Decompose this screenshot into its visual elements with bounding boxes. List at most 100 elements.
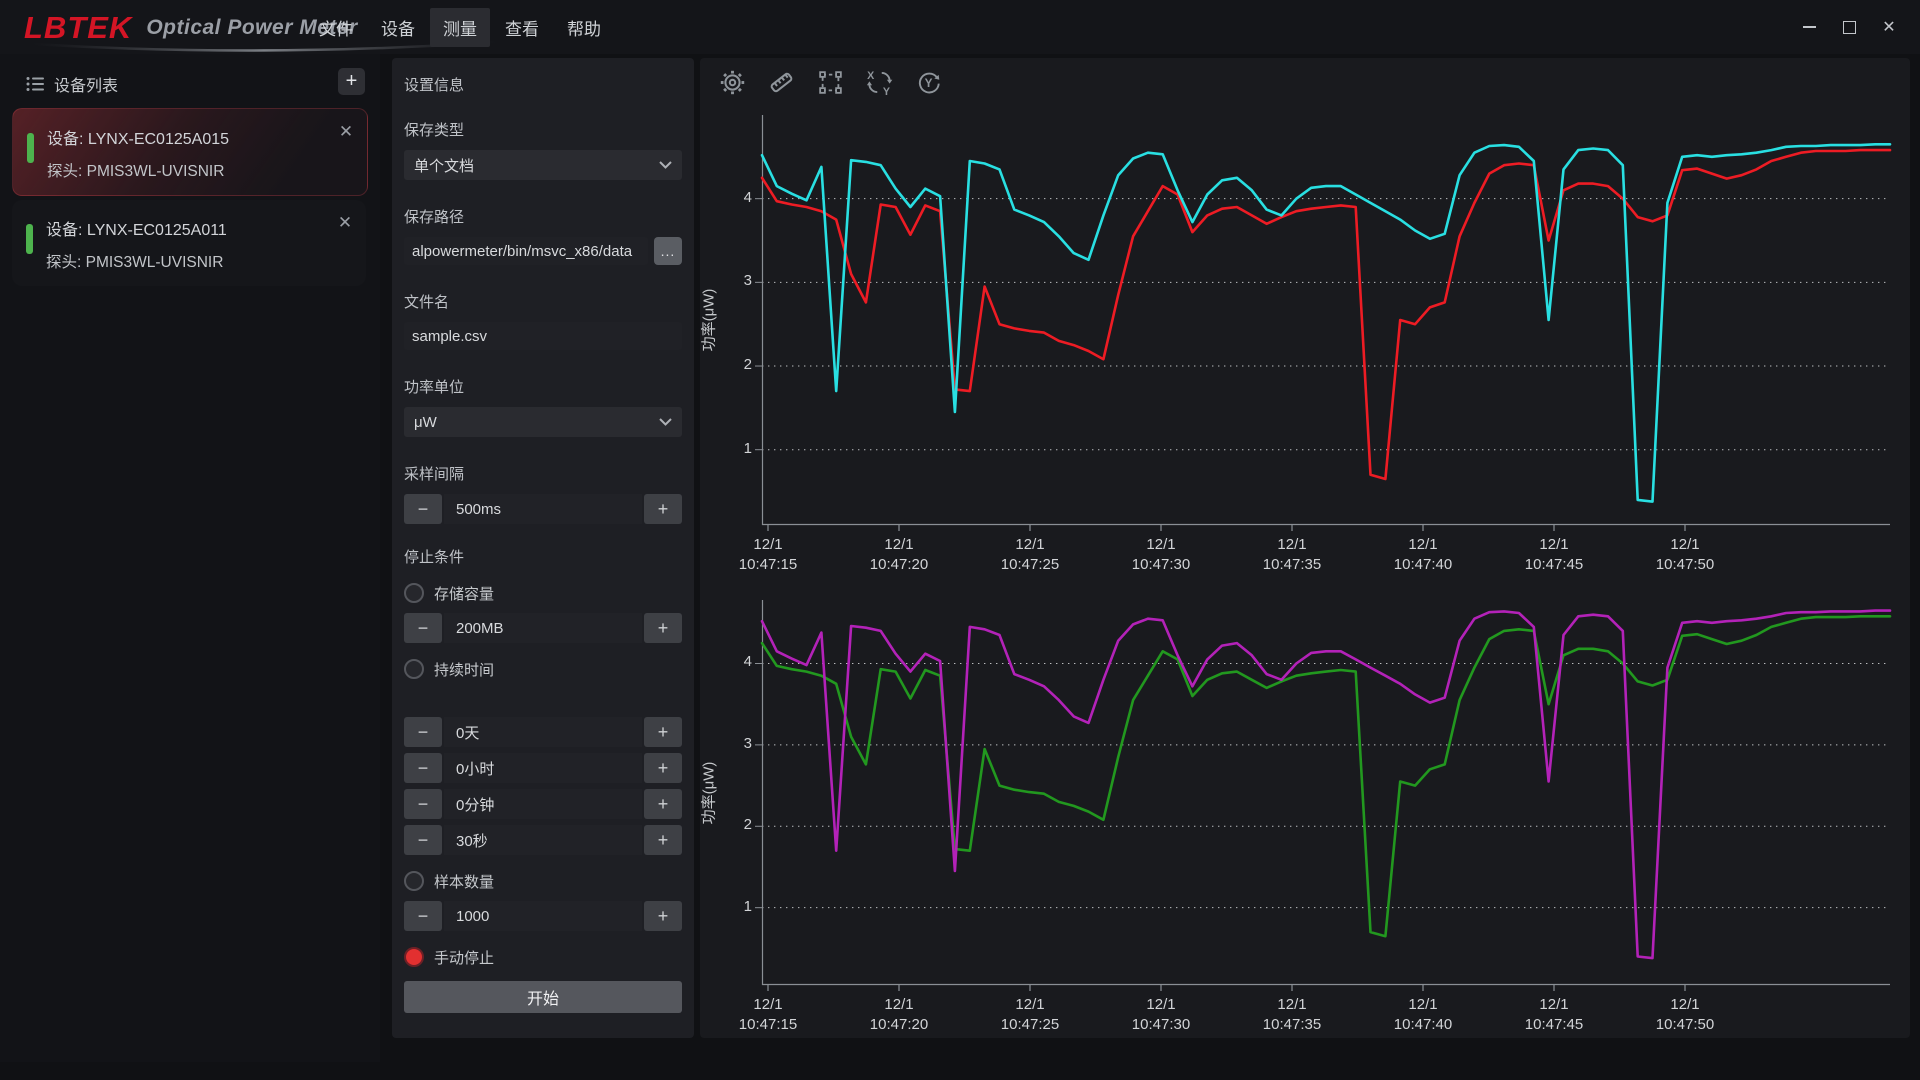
device-card-1[interactable]: 设备: LYNX-EC0125A015 探头: PMIS3WL-UVISNIR … xyxy=(12,108,368,196)
x-tick-label: 12/1 10:47:30 xyxy=(1131,996,1191,1034)
browse-button[interactable]: ... xyxy=(654,237,682,265)
top-chart: 1 2 3 4 12/1 10:47:15 12/1 10:47:20 12/1 10:47:25… xyxy=(701,115,1892,573)
probe-name: 探头: PMIS3WL-UVISNIR xyxy=(47,163,225,180)
x-tick-label: 12/1 10:47:15 xyxy=(738,996,798,1034)
close-button[interactable]: ✕ xyxy=(1874,12,1904,42)
xy-swap-icon: X Y xyxy=(866,70,892,96)
y-tick-label: 2 xyxy=(743,816,752,834)
start-button[interactable]: 开始 xyxy=(404,981,682,1013)
close-icon: ✕ xyxy=(337,213,353,232)
device-card-2[interactable]: 设备: LYNX-EC0125A011 探头: PMIS3WL-UVISNIR … xyxy=(12,200,366,286)
measure-button[interactable] xyxy=(765,66,797,98)
menu-file[interactable]: 文件 xyxy=(319,19,353,39)
ruler-icon xyxy=(770,72,792,92)
x-tick-label: 12/1 10:47:20 xyxy=(869,536,929,574)
menu-view[interactable]: 查看 xyxy=(505,19,539,39)
sample-count-value: 1000 xyxy=(444,901,642,931)
decrement-button[interactable]: − xyxy=(404,825,442,855)
remove-device-button[interactable]: ✕ xyxy=(335,121,357,143)
radio-unchecked-icon[interactable] xyxy=(404,659,424,679)
y-tick-label: 3 xyxy=(743,272,752,290)
bottom-chart: 1 2 3 4 12/1 10:47:15 12/1 10:47:20 12/1 10:47:25… xyxy=(701,600,1892,1033)
x-tick-label: 12/1 10:47:45 xyxy=(1524,996,1584,1034)
probe-name: 探头: PMIS3WL-UVISNIR xyxy=(46,254,224,271)
hours-stepper: − 0小时 + xyxy=(404,753,682,783)
zoom-selection-button[interactable] xyxy=(814,66,846,98)
remove-device-button[interactable]: ✕ xyxy=(334,212,356,234)
x-tick-label: 12/1 10:47:50 xyxy=(1655,996,1715,1034)
days-stepper: − 0天 + xyxy=(404,717,682,747)
increment-button[interactable]: + xyxy=(644,494,682,524)
increment-button[interactable]: + xyxy=(644,825,682,855)
file-name-label: 文件名 xyxy=(404,294,450,311)
minimize-icon xyxy=(1802,26,1816,28)
radio-unchecked-icon[interactable] xyxy=(404,871,424,891)
minutes-value: 0分钟 xyxy=(444,789,642,819)
device-list-header: 设备列表 xyxy=(25,72,118,96)
minimize-button[interactable] xyxy=(1794,12,1824,42)
sample-count-radio-row[interactable]: 样本数量 xyxy=(404,871,682,891)
days-value: 0天 xyxy=(444,717,642,747)
autoscale-y-button[interactable]: Y xyxy=(912,66,944,98)
storage-capacity-value: 200MB xyxy=(444,613,642,643)
add-device-button[interactable]: + xyxy=(338,68,365,95)
settings-title: 设置信息 xyxy=(404,77,465,94)
selection-box-icon xyxy=(818,70,842,94)
y-axis-title: 功率(μW) xyxy=(700,761,718,824)
y-tick-label: 2 xyxy=(743,356,752,374)
increment-button[interactable]: + xyxy=(644,613,682,643)
window-controls: ✕ xyxy=(1794,12,1904,42)
y-tick-label: 1 xyxy=(743,897,752,915)
swap-axes-button[interactable]: X Y xyxy=(863,66,895,98)
storage-capacity-radio-row[interactable]: 存储容量 xyxy=(404,583,682,603)
x-tick-label: 12/1 10:47:15 xyxy=(738,536,798,574)
sample-count-label: 样本数量 xyxy=(434,873,495,891)
save-type-value: 单个文档 xyxy=(414,157,475,175)
top-chart-plot[interactable] xyxy=(755,115,1892,531)
radio-checked-icon[interactable] xyxy=(404,947,424,967)
power-unit-value: μW xyxy=(414,413,437,431)
decrement-button[interactable]: − xyxy=(404,613,442,643)
chart-settings-button[interactable] xyxy=(716,66,748,98)
device-name: 设备: LYNX-EC0125A011 xyxy=(46,222,227,239)
save-type-select[interactable]: 单个文档 xyxy=(404,150,682,180)
decrement-button[interactable]: − xyxy=(404,717,442,747)
menu-help[interactable]: 帮助 xyxy=(567,19,601,39)
increment-button[interactable]: + xyxy=(644,901,682,931)
svg-text:Y: Y xyxy=(924,76,932,90)
x-tick-label: 12/1 10:47:25 xyxy=(1000,996,1060,1034)
maximize-button[interactable] xyxy=(1834,12,1864,42)
bottom-chart-plot[interactable] xyxy=(755,600,1892,991)
power-unit-label: 功率单位 xyxy=(404,379,465,396)
y-autoscale-icon: Y xyxy=(918,72,940,93)
decrement-button[interactable]: − xyxy=(404,753,442,783)
file-name-input[interactable]: sample.csv xyxy=(404,322,682,350)
increment-button[interactable]: + xyxy=(644,789,682,819)
sample-count-stepper: − 1000 + xyxy=(404,901,682,931)
hours-value: 0小时 xyxy=(444,753,642,783)
minutes-stepper: − 0分钟 + xyxy=(404,789,682,819)
decrement-button[interactable]: − xyxy=(404,494,442,524)
duration-radio-row[interactable]: 持续时间 xyxy=(404,659,682,679)
x-tick-label: 12/1 10:47:20 xyxy=(869,996,929,1034)
increment-button[interactable]: + xyxy=(644,753,682,783)
sample-interval-stepper: − 500ms + xyxy=(404,494,682,524)
series-device-2-red xyxy=(760,148,1892,481)
increment-button[interactable]: + xyxy=(644,717,682,747)
power-unit-select[interactable]: μW xyxy=(404,407,682,437)
x-tick-label: 12/1 10:47:25 xyxy=(1000,536,1060,574)
x-tick-label: 12/1 10:47:35 xyxy=(1262,996,1322,1034)
chart-panel: X Y Y 1 2 3 4 12/1 10:47:15 12/1 10:47:20 12/1 10… xyxy=(700,58,1910,1038)
seconds-value: 30秒 xyxy=(444,825,642,855)
menu-measure[interactable]: 测量 xyxy=(430,7,490,47)
decrement-button[interactable]: − xyxy=(404,789,442,819)
manual-stop-radio-row[interactable]: 手动停止 xyxy=(404,947,682,967)
radio-unchecked-icon[interactable] xyxy=(404,583,424,603)
save-path-input[interactable]: alpowermeter/bin/msvc_x86/data xyxy=(404,237,648,265)
x-tick-label: 12/1 10:47:40 xyxy=(1393,996,1453,1034)
menu-device[interactable]: 设备 xyxy=(381,19,415,39)
decrement-button[interactable]: − xyxy=(404,901,442,931)
chevron-down-icon xyxy=(659,418,672,426)
x-tick-label: 12/1 10:47:50 xyxy=(1655,536,1715,574)
logo-lbtek-text: LBTEK xyxy=(24,10,133,45)
